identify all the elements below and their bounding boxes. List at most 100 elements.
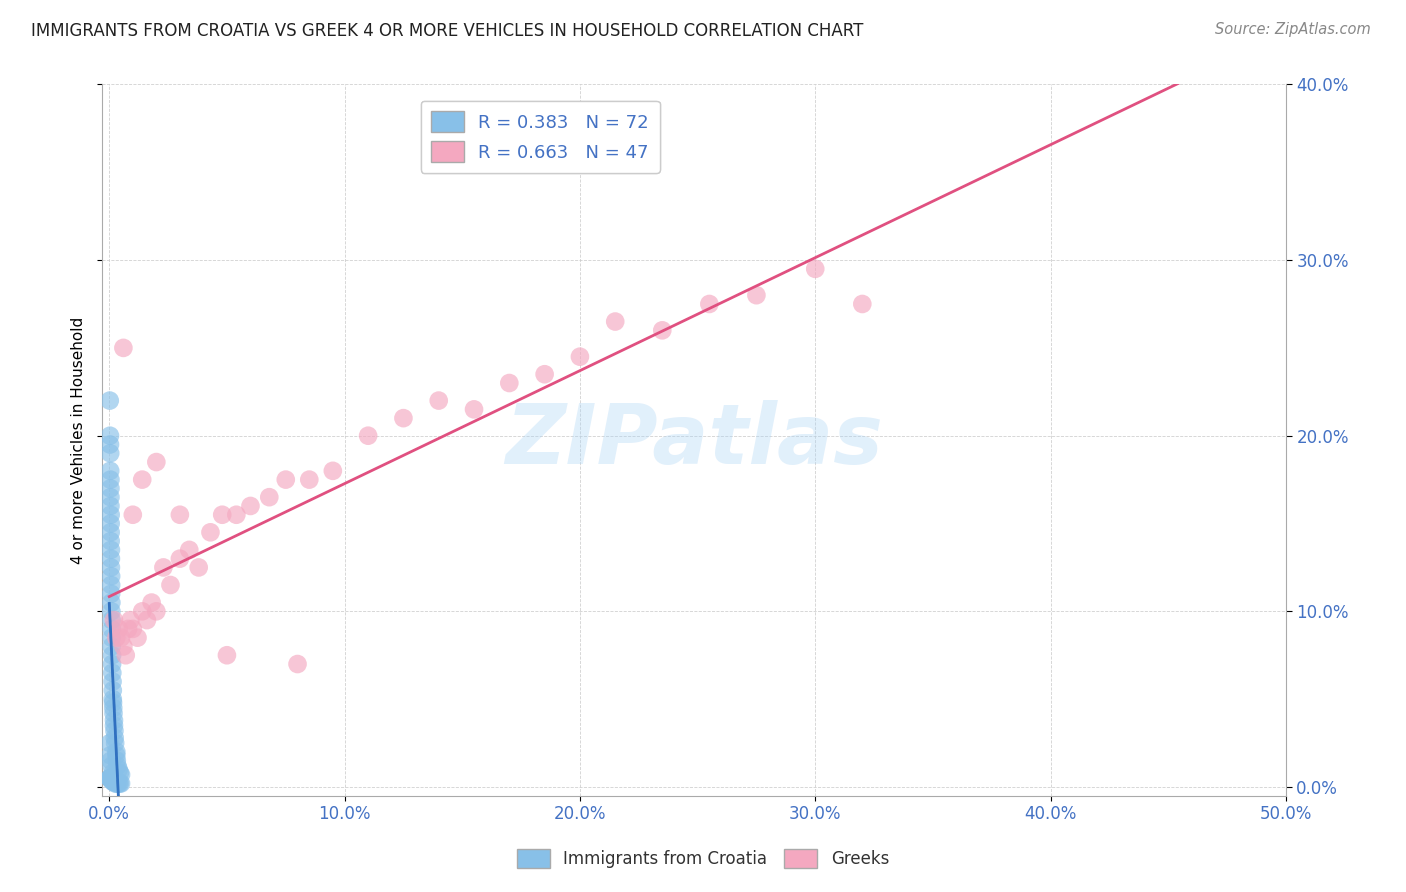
Point bbox=[357, 428, 380, 442]
Point bbox=[98, 771, 121, 785]
Point bbox=[152, 560, 174, 574]
Point bbox=[187, 560, 209, 574]
Point bbox=[100, 534, 122, 549]
Point bbox=[605, 314, 627, 328]
Point bbox=[100, 771, 122, 785]
Point bbox=[100, 525, 122, 540]
Point bbox=[114, 648, 136, 663]
Point bbox=[225, 508, 247, 522]
Point bbox=[100, 640, 122, 654]
Point bbox=[110, 767, 132, 781]
Point bbox=[107, 763, 129, 777]
Point bbox=[98, 428, 121, 442]
Point bbox=[463, 402, 485, 417]
Point bbox=[100, 772, 122, 787]
Point bbox=[98, 446, 121, 460]
Point bbox=[98, 771, 121, 785]
Point bbox=[141, 596, 163, 610]
Point bbox=[392, 411, 415, 425]
Point bbox=[239, 499, 262, 513]
Point bbox=[211, 508, 233, 522]
Point bbox=[127, 631, 149, 645]
Point bbox=[145, 455, 167, 469]
Point bbox=[745, 288, 768, 302]
Point bbox=[169, 551, 191, 566]
Point bbox=[145, 604, 167, 618]
Point bbox=[568, 350, 591, 364]
Point bbox=[98, 464, 121, 478]
Point bbox=[110, 776, 132, 790]
Point bbox=[100, 771, 122, 785]
Point bbox=[427, 393, 450, 408]
Point bbox=[100, 490, 122, 504]
Point bbox=[112, 341, 135, 355]
Point bbox=[131, 473, 153, 487]
Point bbox=[101, 674, 124, 689]
Point bbox=[107, 759, 129, 773]
Point bbox=[851, 297, 873, 311]
Point bbox=[100, 604, 122, 618]
Point bbox=[101, 665, 124, 680]
Point bbox=[100, 631, 122, 645]
Point bbox=[274, 473, 297, 487]
Point bbox=[112, 640, 135, 654]
Point bbox=[103, 774, 125, 789]
Point bbox=[101, 683, 124, 698]
Point bbox=[101, 696, 124, 710]
Point bbox=[104, 776, 127, 790]
Point bbox=[117, 622, 139, 636]
Point bbox=[100, 772, 122, 787]
Point bbox=[105, 631, 128, 645]
Point bbox=[100, 499, 122, 513]
Y-axis label: 4 or more Vehicles in Household: 4 or more Vehicles in Household bbox=[72, 317, 86, 564]
Point bbox=[103, 718, 125, 732]
Point bbox=[533, 368, 555, 382]
Point bbox=[100, 596, 122, 610]
Point bbox=[103, 706, 125, 721]
Point bbox=[100, 516, 122, 531]
Point bbox=[101, 692, 124, 706]
Legend: Immigrants from Croatia, Greeks: Immigrants from Croatia, Greeks bbox=[510, 842, 896, 875]
Point bbox=[100, 771, 122, 785]
Point bbox=[121, 622, 143, 636]
Point bbox=[259, 490, 281, 504]
Point bbox=[135, 613, 157, 627]
Point bbox=[103, 774, 125, 789]
Point bbox=[98, 437, 121, 451]
Point bbox=[101, 774, 124, 789]
Point bbox=[108, 766, 131, 780]
Point bbox=[322, 464, 344, 478]
Point bbox=[103, 723, 125, 738]
Point bbox=[103, 769, 125, 783]
Point bbox=[100, 754, 122, 768]
Point bbox=[98, 393, 121, 408]
Point bbox=[804, 261, 827, 276]
Point bbox=[651, 323, 673, 337]
Text: Source: ZipAtlas.com: Source: ZipAtlas.com bbox=[1215, 22, 1371, 37]
Point bbox=[100, 613, 122, 627]
Point bbox=[101, 657, 124, 671]
Point bbox=[103, 713, 125, 727]
Point bbox=[159, 578, 181, 592]
Point bbox=[107, 622, 129, 636]
Point bbox=[101, 648, 124, 663]
Point bbox=[105, 754, 128, 768]
Point bbox=[101, 766, 124, 780]
Point bbox=[100, 622, 122, 636]
Point bbox=[108, 776, 131, 790]
Point bbox=[101, 772, 124, 787]
Point bbox=[169, 508, 191, 522]
Point bbox=[100, 772, 122, 787]
Point bbox=[98, 736, 121, 750]
Point bbox=[287, 657, 309, 671]
Point bbox=[110, 631, 132, 645]
Point bbox=[100, 587, 122, 601]
Point bbox=[101, 772, 124, 787]
Point bbox=[120, 613, 142, 627]
Point bbox=[179, 542, 201, 557]
Point bbox=[105, 745, 128, 759]
Point bbox=[200, 525, 222, 540]
Point bbox=[100, 482, 122, 496]
Point bbox=[298, 473, 321, 487]
Point bbox=[131, 604, 153, 618]
